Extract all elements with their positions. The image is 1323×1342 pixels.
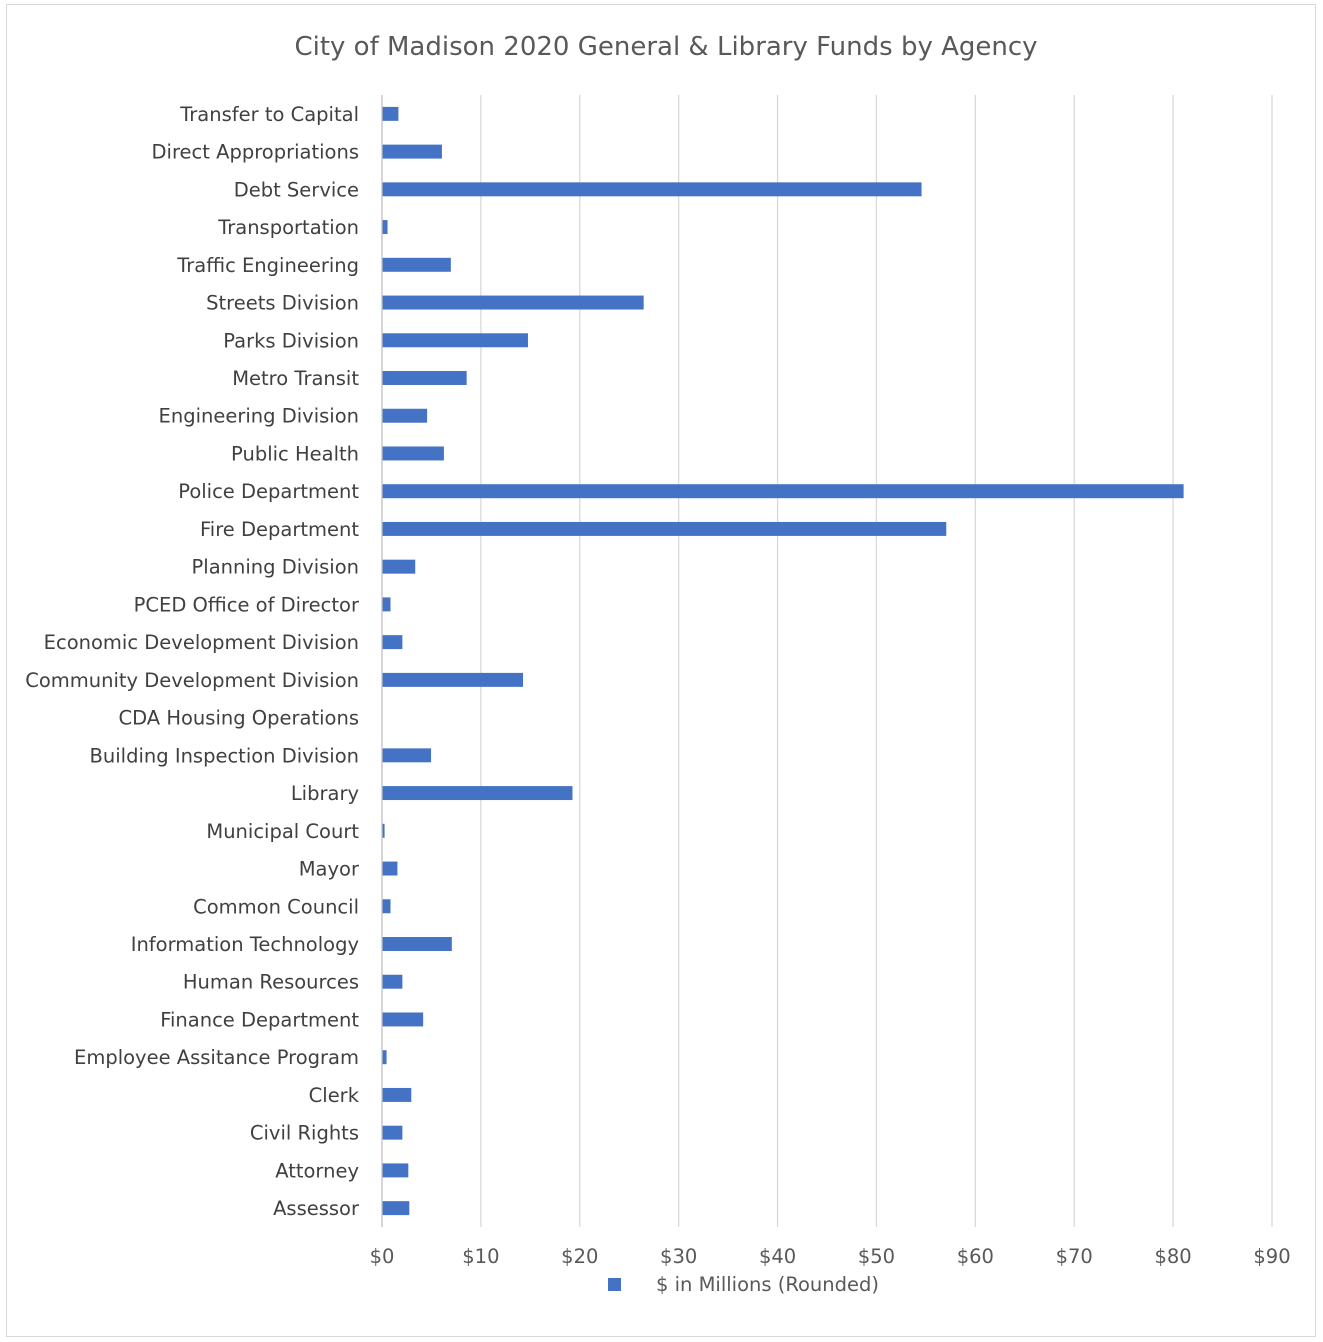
category-label: Direct Appropriations <box>152 141 359 164</box>
bar <box>382 1201 410 1216</box>
legend-swatch <box>608 1278 621 1291</box>
bar <box>382 597 391 612</box>
category-label: Information Technology <box>131 933 359 956</box>
category-label: Human Resources <box>183 971 359 994</box>
category-labels: Transfer to Capital Direct Appropriations… <box>25 103 360 1220</box>
category-label: Fire Department <box>200 518 359 541</box>
x-tick-label: $80 <box>1154 1245 1191 1268</box>
category-label: CDA Housing Operations <box>119 707 360 730</box>
bar <box>382 446 444 461</box>
category-label: Assessor <box>273 1197 360 1220</box>
category-label: PCED Office of Director <box>134 593 360 616</box>
category-label: Police Department <box>178 480 359 503</box>
bar <box>382 899 391 914</box>
bar <box>382 786 573 801</box>
x-tick-label: $90 <box>1253 1245 1290 1268</box>
bar <box>382 1087 412 1102</box>
category-label: Clerk <box>309 1084 360 1107</box>
bar <box>382 333 528 348</box>
category-label: Traffic Engineering <box>176 254 359 277</box>
gridlines <box>381 95 1273 1227</box>
bar <box>382 1125 403 1140</box>
x-tick-label: $10 <box>462 1245 499 1268</box>
x-tick-label: $0 <box>370 1245 395 1268</box>
bar <box>382 408 428 423</box>
category-label: Engineering Division <box>159 405 359 428</box>
bar <box>382 974 403 989</box>
category-label: Transfer to Capital <box>179 103 359 126</box>
bar <box>382 220 388 235</box>
category-label: Public Health <box>231 442 359 465</box>
category-label: Debt Service <box>234 178 359 201</box>
bar <box>382 748 432 763</box>
bar <box>382 937 452 951</box>
chart-frame: City of Madison 2020 General & Library F… <box>6 4 1316 1337</box>
category-label: Finance Department <box>160 1008 359 1031</box>
category-label: Employee Assitance Program <box>74 1046 359 1069</box>
x-tick-label: $60 <box>957 1245 994 1268</box>
category-label: Mayor <box>299 858 360 881</box>
category-label: Economic Development Division <box>44 631 359 654</box>
bar <box>382 1012 424 1027</box>
category-label: Transportation <box>217 216 359 239</box>
bars <box>382 106 1184 1216</box>
bar <box>382 106 399 121</box>
bar <box>382 559 416 574</box>
bar-chart: City of Madison 2020 General & Library F… <box>25 32 1291 1296</box>
chart-title: City of Madison 2020 General & Library F… <box>294 32 1037 62</box>
bar <box>382 823 385 838</box>
bar <box>382 295 644 310</box>
bar <box>382 182 922 197</box>
category-label: Civil Rights <box>250 1122 359 1145</box>
category-label: Planning Division <box>192 556 359 579</box>
legend-label: $ in Millions (Rounded) <box>656 1273 879 1296</box>
bar <box>382 144 442 159</box>
x-tick-label: $40 <box>759 1245 796 1268</box>
bar <box>382 521 947 536</box>
category-label: Community Development Division <box>25 669 359 692</box>
x-tick-label: $30 <box>660 1245 697 1268</box>
x-tick-label: $70 <box>1056 1245 1093 1268</box>
category-label: Attorney <box>275 1159 359 1182</box>
bar <box>382 672 524 687</box>
legend: $ in Millions (Rounded) <box>608 1273 879 1296</box>
category-label: Parks Division <box>223 329 359 352</box>
x-tick-label: $20 <box>561 1245 598 1268</box>
category-label: Building Inspection Division <box>90 744 359 767</box>
bar <box>382 371 467 385</box>
category-label: Metro Transit <box>232 367 359 390</box>
category-label: Common Council <box>193 895 359 918</box>
x-tick-label: $50 <box>858 1245 895 1268</box>
bar <box>382 484 1184 499</box>
category-label: Library <box>291 782 359 805</box>
bar <box>382 635 403 650</box>
bar <box>382 257 451 272</box>
category-label: Municipal Court <box>206 820 359 843</box>
x-axis-tick-labels: $0 $10 $20 $30 $40 $50 $60 $70 $80 $90 <box>370 1245 1291 1268</box>
bar <box>382 1050 387 1065</box>
category-label: Streets Division <box>206 292 359 315</box>
bar <box>382 861 398 876</box>
bar <box>382 1163 409 1178</box>
